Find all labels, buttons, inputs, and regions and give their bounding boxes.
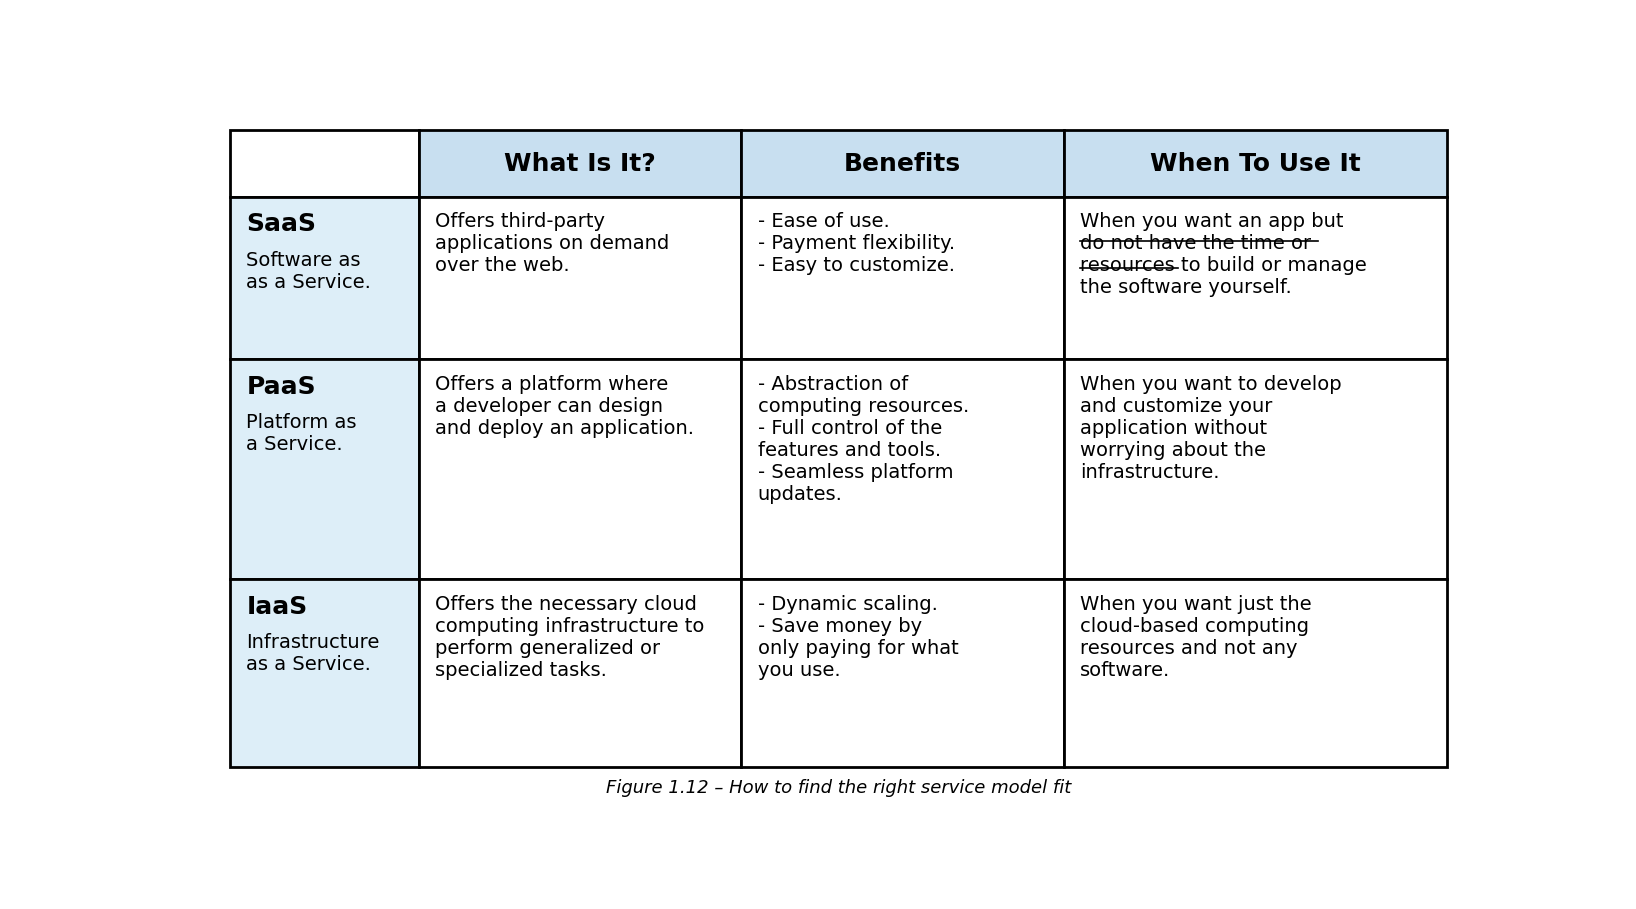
Bar xyxy=(229,197,419,359)
Bar xyxy=(419,197,741,359)
Text: - Ease of use.
- Payment flexibility.
- Easy to customize.: - Ease of use. - Payment flexibility. - … xyxy=(757,213,955,275)
Bar xyxy=(229,359,419,579)
Bar xyxy=(229,130,419,197)
Bar xyxy=(741,197,1063,359)
Text: SaaS: SaaS xyxy=(247,213,316,236)
Bar xyxy=(229,579,419,767)
Text: Platform as
a Service.: Platform as a Service. xyxy=(247,414,357,454)
Bar xyxy=(1063,197,1448,359)
Bar xyxy=(419,359,741,579)
Text: When To Use It: When To Use It xyxy=(1150,152,1361,175)
Text: Benefits: Benefits xyxy=(844,152,960,175)
Text: What Is It?: What Is It? xyxy=(504,152,656,175)
Text: IaaS: IaaS xyxy=(247,594,308,618)
Text: Figure 1.12 – How to find the right service model fit: Figure 1.12 – How to find the right serv… xyxy=(605,779,1072,797)
Text: When you want just the
cloud-based computing
resources and not any
software.: When you want just the cloud-based compu… xyxy=(1080,594,1312,680)
Bar xyxy=(741,579,1063,767)
Bar xyxy=(741,130,1063,197)
Text: Software as
as a Service.: Software as as a Service. xyxy=(247,251,371,292)
Bar xyxy=(1063,359,1448,579)
Text: Offers the necessary cloud
computing infrastructure to
perform generalized or
sp: Offers the necessary cloud computing inf… xyxy=(435,594,705,680)
Text: Infrastructure
as a Service.: Infrastructure as a Service. xyxy=(247,633,380,674)
Text: - Abstraction of
computing resources.
- Full control of the
features and tools.
: - Abstraction of computing resources. - … xyxy=(757,375,969,504)
Text: - Dynamic scaling.
- Save money by
only paying for what
you use.: - Dynamic scaling. - Save money by only … xyxy=(757,594,959,680)
Bar xyxy=(1063,579,1448,767)
Bar xyxy=(741,359,1063,579)
Text: When you want to develop
and customize your
application without
worrying about t: When you want to develop and customize y… xyxy=(1080,375,1342,482)
Text: When you want an app but
do not have the time or
resources to build or manage
th: When you want an app but do not have the… xyxy=(1080,213,1366,297)
Text: Offers third-party
applications on demand
over the web.: Offers third-party applications on deman… xyxy=(435,213,669,275)
Text: PaaS: PaaS xyxy=(247,375,316,399)
Bar xyxy=(1063,130,1448,197)
Bar xyxy=(419,130,741,197)
Bar xyxy=(419,579,741,767)
Text: Offers a platform where
a developer can design
and deploy an application.: Offers a platform where a developer can … xyxy=(435,375,694,438)
